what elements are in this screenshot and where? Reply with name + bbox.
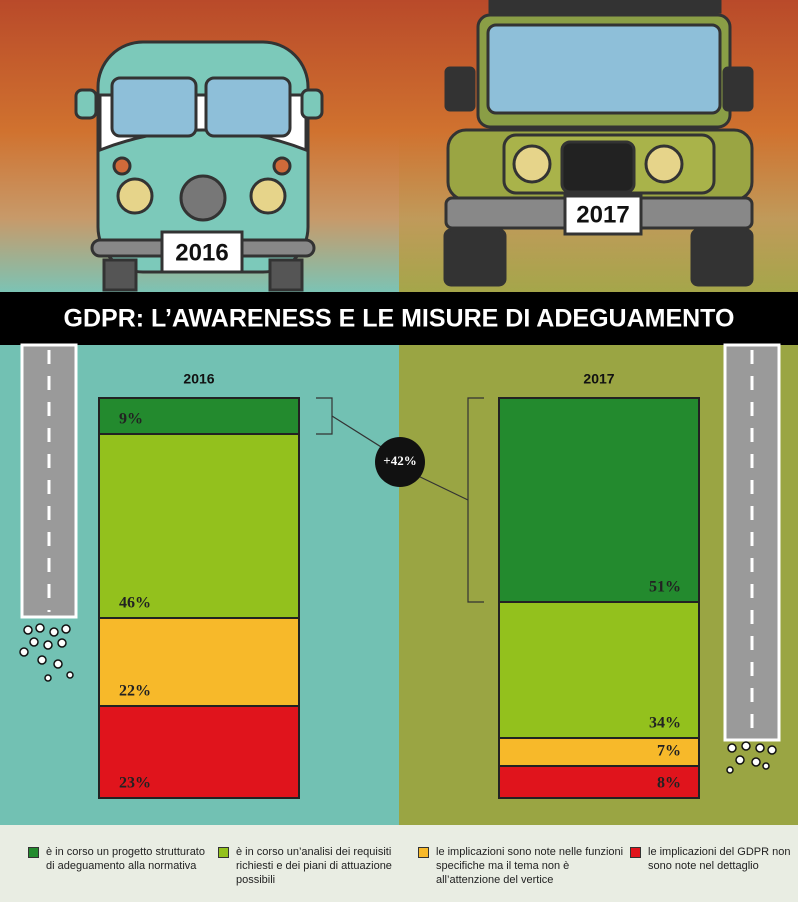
x-tick-label: 2017 <box>583 371 614 387</box>
road-illustration <box>19 343 781 774</box>
bar-segment <box>98 397 300 435</box>
x-tick-label: 2016 <box>183 371 214 387</box>
chart-title: GDPR: L’AWARENESS E LE MISURE DI ADEGUAM… <box>64 305 735 333</box>
data-label: 8% <box>657 775 681 792</box>
legend-label: è in corso un progetto strutturato di ad… <box>46 846 205 872</box>
plate-label: 2016 <box>175 239 228 266</box>
van-illustration <box>74 40 324 292</box>
legend-label: le implicazioni del GDPR non sono note n… <box>648 846 791 872</box>
legend-swatch <box>28 847 39 858</box>
data-label: 34% <box>649 715 681 732</box>
data-label: 23% <box>119 775 151 792</box>
bar-segment <box>98 617 300 707</box>
chart: 2016 2017 GDPR: L’AWARENESS E LE MISURE … <box>0 0 798 825</box>
plate-label: 2017 <box>576 201 629 228</box>
bar-segment <box>98 433 300 619</box>
data-label: 46% <box>119 595 151 612</box>
bar-segment <box>98 705 300 799</box>
title-band <box>0 292 798 345</box>
legend-swatch <box>418 847 429 858</box>
bar-segment <box>498 601 700 739</box>
jeep-illustration <box>443 0 754 287</box>
legend: è in corso un progetto strutturato di ad… <box>0 825 798 902</box>
bar-segment <box>498 397 700 603</box>
data-label: 9% <box>119 411 143 428</box>
bracket <box>316 397 484 603</box>
data-label: 7% <box>657 743 681 760</box>
data-label: 22% <box>119 683 151 700</box>
annotation: +42% <box>383 453 416 468</box>
bar-segment <box>498 765 700 799</box>
legend-label: le implicazioni sono note nelle funzioni… <box>436 846 624 886</box>
data-label: 51% <box>649 579 681 596</box>
legend-swatch <box>630 847 641 858</box>
legend-label: è in corso un’analisi dei requisiti rich… <box>236 846 392 886</box>
legend-swatch <box>218 847 229 858</box>
annotation-circle <box>375 437 425 487</box>
